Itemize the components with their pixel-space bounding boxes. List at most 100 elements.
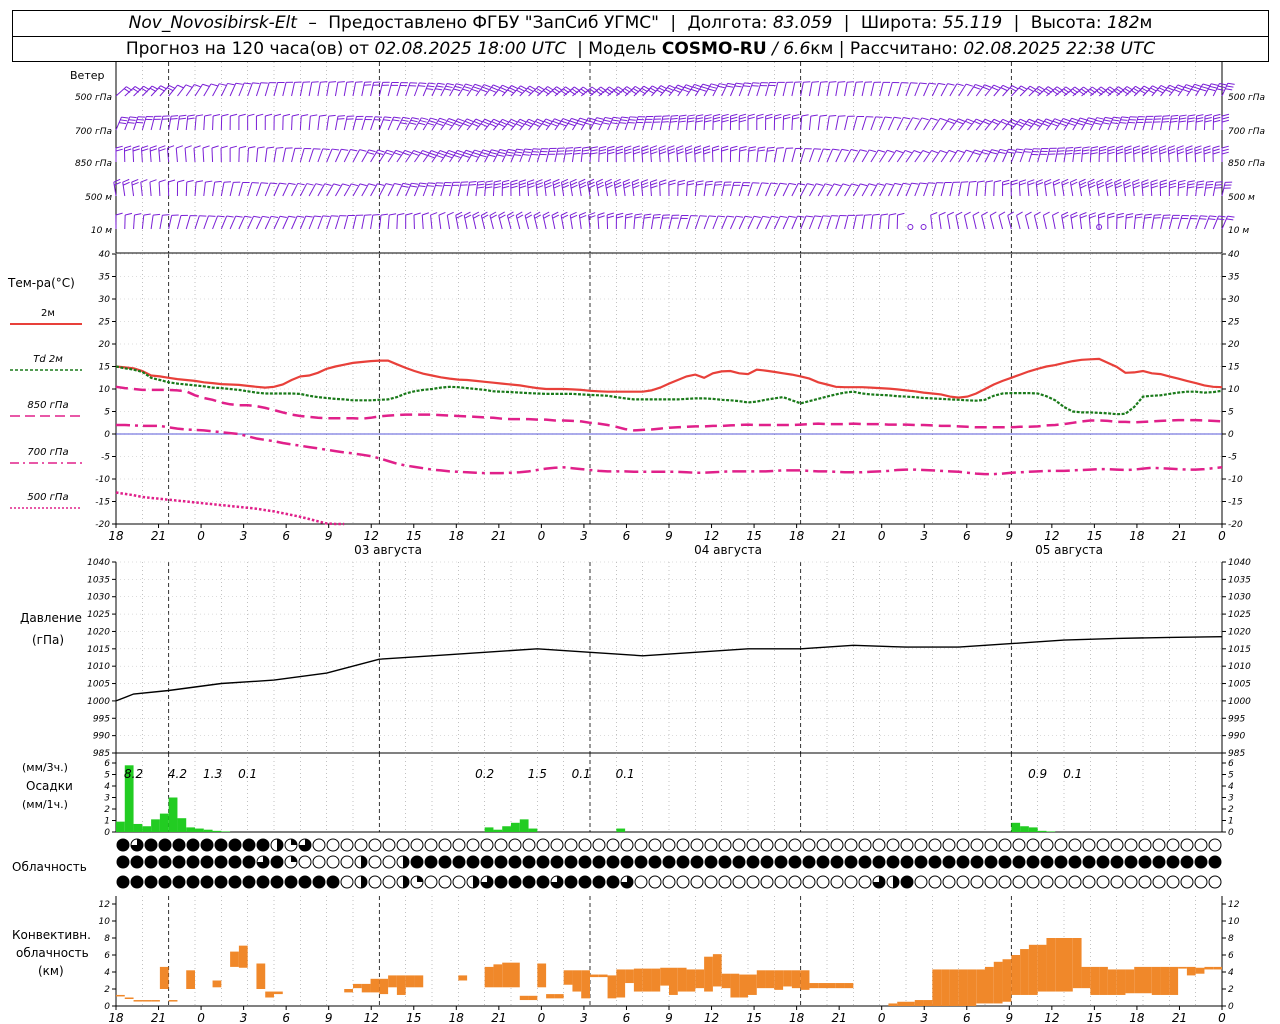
wind-barb bbox=[378, 149, 388, 163]
wind-barb-flag bbox=[1078, 178, 1086, 183]
wind-barb-flag bbox=[641, 148, 649, 152]
conv-bar bbox=[159, 966, 169, 989]
wind-barb-flag bbox=[514, 154, 522, 157]
conv-bar bbox=[651, 968, 661, 992]
wind-barb bbox=[835, 215, 841, 230]
wind-barb-flag bbox=[1226, 85, 1234, 88]
wind-barb bbox=[1019, 118, 1030, 131]
wind-barb bbox=[966, 182, 971, 197]
wind-barb bbox=[326, 215, 332, 230]
temp-ytick-label-left: -15 bbox=[95, 498, 110, 508]
wind-barb bbox=[835, 116, 839, 131]
wind-barb-flag bbox=[1061, 211, 1069, 216]
wind-barb-flag bbox=[402, 152, 410, 156]
pressure-ytick-label-left: 1040 bbox=[87, 558, 110, 568]
wind-barb-flag bbox=[776, 147, 784, 149]
wind-barb bbox=[887, 214, 890, 230]
wind-barb-flag bbox=[810, 114, 818, 117]
wind-barb-flag bbox=[1107, 148, 1115, 152]
wind-barb bbox=[133, 214, 135, 230]
wind-barb bbox=[563, 118, 572, 131]
wind-barb-flag bbox=[869, 149, 877, 153]
wind-barb bbox=[343, 82, 348, 97]
wind-barb-flag bbox=[730, 119, 738, 123]
wind-barb bbox=[931, 182, 937, 197]
precip-ytick-label-left: 1 bbox=[104, 817, 110, 827]
wind-barb bbox=[1081, 86, 1093, 97]
wind-barb-flag bbox=[446, 152, 454, 156]
conv-xtick-label: 18 bbox=[108, 1011, 124, 1024]
wind-barb-flag bbox=[956, 83, 964, 87]
pressure-line bbox=[115, 636, 1223, 702]
wind-barb-flag bbox=[427, 122, 435, 126]
wind-barb-flag bbox=[715, 181, 723, 183]
wind-barb-flag bbox=[1179, 117, 1187, 120]
wind-barb bbox=[413, 182, 421, 197]
wind-barb-flag bbox=[1169, 84, 1177, 89]
wind-barb bbox=[791, 82, 796, 97]
temp-ytick-label-right: 35 bbox=[1228, 273, 1240, 283]
conv-bar bbox=[124, 997, 134, 999]
precip-bar bbox=[616, 828, 626, 832]
wind-barb-flag bbox=[529, 85, 536, 90]
wind-barb bbox=[466, 182, 470, 197]
wind-barb bbox=[808, 215, 815, 230]
wind-barb bbox=[396, 150, 406, 163]
conv-ytick-label-left: 0 bbox=[104, 1002, 110, 1012]
wind-barb-flag bbox=[1116, 151, 1124, 155]
wind-barb-flag bbox=[1071, 117, 1079, 121]
wind-barb bbox=[914, 150, 924, 163]
wind-barb-flag bbox=[1191, 88, 1199, 92]
wind-barb-flag bbox=[1196, 120, 1204, 123]
precip-bar bbox=[1046, 831, 1056, 832]
wind-barb-flag bbox=[1141, 182, 1149, 186]
cloud-octa-fill bbox=[893, 876, 899, 888]
wind-barb bbox=[1087, 182, 1091, 197]
cloud-octa-symbol bbox=[116, 855, 130, 869]
wind-barb bbox=[1063, 117, 1073, 131]
wind-barb-flag bbox=[687, 120, 695, 123]
conv-title-2: облачность bbox=[16, 946, 89, 960]
temp-xtick-label: 9 bbox=[325, 529, 333, 543]
wind-barb bbox=[1124, 147, 1126, 163]
wind-barb-flag bbox=[588, 184, 596, 189]
wind-barb-flag bbox=[1036, 88, 1044, 93]
wind-barb-flag bbox=[644, 213, 652, 216]
wind-barb-flag bbox=[411, 182, 419, 185]
wind-barb-flag bbox=[606, 184, 613, 189]
temp-ytick-label-left: 15 bbox=[99, 363, 111, 373]
wind-barb-flag bbox=[115, 145, 123, 149]
wind-barb bbox=[202, 147, 205, 163]
wind-barb-flag bbox=[171, 115, 179, 117]
wind-barb bbox=[989, 215, 995, 230]
wind-barb-flag bbox=[168, 84, 176, 89]
cloud-title: Облачность bbox=[12, 860, 87, 874]
wind-barb-flag bbox=[427, 154, 435, 159]
wind-barb-flag bbox=[419, 182, 427, 185]
wind-barb-flag bbox=[498, 123, 506, 128]
wind-barb-flag bbox=[1120, 119, 1128, 121]
wind-barb bbox=[387, 116, 395, 131]
wind-barb bbox=[800, 148, 806, 163]
wind-barb-flag bbox=[1124, 151, 1132, 155]
wind-barb-flag bbox=[314, 215, 322, 218]
wind-barb-flag bbox=[418, 85, 426, 87]
wind-barb bbox=[861, 149, 870, 163]
temp-xtick-label: 0 bbox=[878, 529, 886, 543]
longitude-value: 83.059 bbox=[772, 13, 833, 33]
cloud-octa-symbol bbox=[256, 875, 270, 889]
conv-bar bbox=[1169, 966, 1179, 995]
wind-barb-flag bbox=[1225, 88, 1233, 91]
wind-barb-flag bbox=[957, 149, 965, 153]
wind-barb-flag bbox=[771, 215, 779, 219]
wind-barb-flag bbox=[1086, 119, 1094, 123]
wind-barb bbox=[721, 215, 728, 230]
wind-barb-flag bbox=[456, 214, 463, 219]
cloud-octa-fill bbox=[277, 839, 283, 851]
wind-barb bbox=[887, 82, 893, 97]
wind-barb-flag bbox=[196, 114, 204, 117]
wind-barb bbox=[946, 215, 951, 230]
wind-barb-flag bbox=[972, 211, 980, 216]
wind-barb-flag bbox=[405, 212, 413, 216]
wind-barb bbox=[642, 85, 653, 97]
